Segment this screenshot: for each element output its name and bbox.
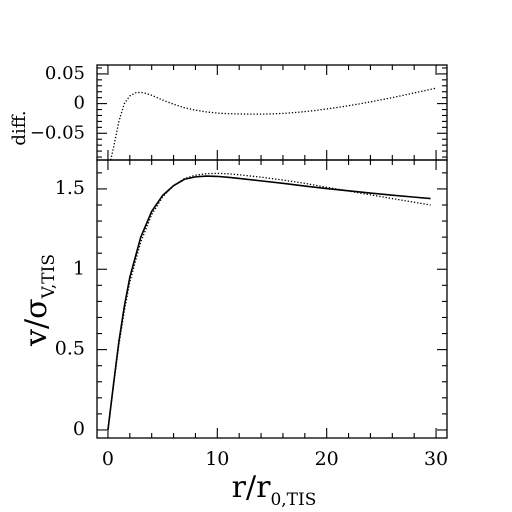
velocity-ytick-label: 1	[73, 257, 85, 279]
diff-ylabel: diff.	[9, 110, 30, 145]
velocity-xtick-label: 30	[424, 448, 448, 470]
velocity-ytick-label: 1.5	[55, 177, 85, 199]
velocity-xlabel: r/r0,TIS	[232, 470, 317, 510]
velocity-xlabel-main: r/r	[232, 470, 271, 505]
velocity-panel-frame	[96, 159, 448, 439]
diff-panel-ticks	[97, 65, 447, 160]
velocity-dotted-line	[107, 172, 431, 431]
diff-ytick-label: 0	[74, 93, 85, 114]
velocity-ytick-label: 0	[73, 418, 85, 440]
diff-panel-ytick-labels: 0.05 0 −0.05	[30, 63, 85, 143]
velocity-panel-ytick-labels: 0 0.5 1 1.5	[55, 177, 85, 440]
velocity-ylabel-main: v/σ	[19, 298, 54, 347]
diff-dotted-line	[110, 87, 437, 161]
diff-ytick-label: −0.05	[30, 122, 85, 143]
velocity-ytick-label: 0.5	[55, 338, 85, 360]
velocity-panel-ticks	[97, 160, 447, 438]
velocity-ylabel: v/σV,TIS	[19, 254, 59, 347]
velocity-panel-xtick-labels: 0 10 20 30	[102, 448, 448, 470]
velocity-xtick-label: 10	[205, 448, 229, 470]
velocity-xtick-label: 20	[315, 448, 339, 470]
velocity-xlabel-sub: 0,TIS	[270, 490, 316, 510]
diff-panel: 0.05 0 −0.05 diff.	[9, 63, 448, 161]
diff-panel-frame	[96, 64, 448, 161]
velocity-solid-line	[107, 175, 431, 431]
diff-ytick-label: 0.05	[45, 63, 85, 84]
velocity-panel: 0 0.5 1 1.5 0 10 20 30 v/σV,TIS r/r0,TIS	[19, 159, 448, 510]
velocity-xtick-label: 0	[102, 448, 114, 470]
velocity-ylabel-sub: V,TIS	[39, 254, 59, 299]
